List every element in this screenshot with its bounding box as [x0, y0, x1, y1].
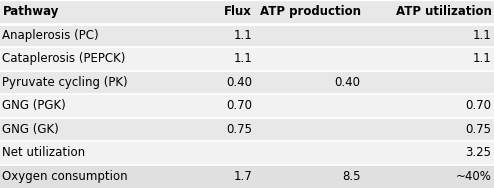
Text: 1.1: 1.1 [473, 52, 492, 65]
Text: GNG (PGK): GNG (PGK) [2, 99, 66, 112]
Text: ATP production: ATP production [260, 5, 361, 18]
Text: 1.1: 1.1 [233, 52, 252, 65]
Text: 0.75: 0.75 [226, 123, 252, 136]
Bar [0, 24, 494, 47]
Text: Anaplerosis (PC): Anaplerosis (PC) [2, 29, 99, 42]
Bar [0, 0, 494, 24]
Text: 1.1: 1.1 [233, 29, 252, 42]
Bar [0, 141, 494, 164]
Text: 0.75: 0.75 [465, 123, 492, 136]
Text: Oxygen consumption: Oxygen consumption [2, 170, 128, 183]
Text: Cataplerosis (PEPCK): Cataplerosis (PEPCK) [2, 52, 126, 65]
Bar [0, 94, 494, 118]
Text: Net utilization: Net utilization [2, 146, 85, 159]
Text: 0.70: 0.70 [465, 99, 492, 112]
Text: 8.5: 8.5 [342, 170, 361, 183]
Text: 0.70: 0.70 [226, 99, 252, 112]
Text: Flux: Flux [224, 5, 252, 18]
Text: GNG (GK): GNG (GK) [2, 123, 59, 136]
Bar [0, 47, 494, 70]
Bar [0, 70, 494, 94]
Bar [0, 118, 494, 141]
Bar [0, 164, 494, 188]
Text: 3.25: 3.25 [465, 146, 492, 159]
Text: 0.40: 0.40 [334, 76, 361, 89]
Text: 1.1: 1.1 [473, 29, 492, 42]
Text: 1.7: 1.7 [233, 170, 252, 183]
Text: ATP utilization: ATP utilization [396, 5, 492, 18]
Text: Pathway: Pathway [2, 5, 59, 18]
Text: 0.40: 0.40 [226, 76, 252, 89]
Text: Pyruvate cycling (PK): Pyruvate cycling (PK) [2, 76, 128, 89]
Text: ~40%: ~40% [455, 170, 492, 183]
